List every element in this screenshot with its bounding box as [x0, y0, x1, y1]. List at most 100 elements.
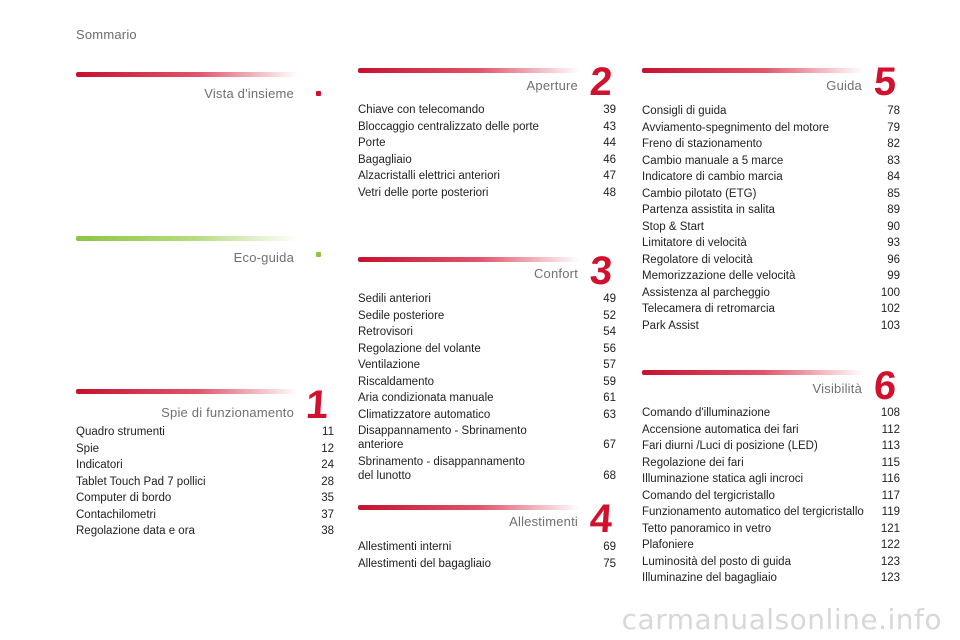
- toc-entry[interactable]: Illuminazine del bagagliaio 123: [642, 570, 900, 587]
- toc-entry-label: Climatizzatore automatico: [358, 408, 491, 421]
- toc-entry-page: 37: [321, 508, 334, 521]
- toc-entry-page: 99: [887, 270, 900, 282]
- toc-entry[interactable]: Bloccaggio centralizzato delle porte 43: [358, 119, 616, 136]
- toc-entry-page: 54: [603, 326, 616, 338]
- toc-entry[interactable]: Accensione automatica dei fari 112: [642, 422, 900, 439]
- toc-entry[interactable]: Bagagliaio 46: [358, 152, 616, 169]
- toc-entry-label: Funzionamento automatico del tergicrista…: [642, 506, 864, 518]
- section-vista-insieme: Vista d'insieme: [76, 72, 321, 112]
- section-title: Aperture: [526, 78, 578, 93]
- toc-entry-label: Regolatore di velocità: [642, 253, 753, 266]
- toc-entry-label: Riscaldamento: [358, 375, 435, 388]
- toc-entry-page: 35: [321, 492, 334, 504]
- section-marker: [316, 252, 321, 257]
- toc-entry[interactable]: Vetri delle porte posteriori 48: [358, 185, 616, 202]
- section-bar: [358, 68, 580, 73]
- toc-entry[interactable]: Retrovisori 54: [358, 324, 616, 341]
- section-bar: [76, 72, 298, 77]
- toc-entry[interactable]: Indicatori 24: [76, 457, 334, 474]
- toc-entry-label: Disappannamento - Sbrinamento anteriore: [358, 425, 527, 451]
- section-aperture: 2 Aperture Chiave con telecomando 39 Blocc…: [358, 60, 616, 208]
- toc-entry[interactable]: Tetto panoramico in vetro 121: [642, 521, 900, 538]
- toc-entry[interactable]: Computer di bordo 35: [76, 490, 334, 507]
- section-number: 4: [588, 497, 614, 541]
- toc-entry[interactable]: Illuminazione statica agli incroci 116: [642, 471, 900, 488]
- toc-entry[interactable]: Sedili anteriori 49: [358, 291, 616, 308]
- toc-entry[interactable]: Climatizzatore automatico 63: [358, 407, 616, 424]
- toc-entry-page: 100: [880, 286, 900, 299]
- toc-entry[interactable]: Stop & Start 90: [642, 219, 900, 236]
- toc-entry[interactable]: Plafoniere 122: [642, 537, 900, 554]
- section-marker: [316, 91, 321, 96]
- toc-entry-page: 108: [880, 407, 900, 419]
- toc-entry[interactable]: Regolazione dei fari 115: [642, 455, 900, 472]
- section-title: Confort: [533, 266, 578, 281]
- toc-entry[interactable]: Allestimenti interni 69: [358, 539, 616, 556]
- toc-entry-page: 67: [603, 439, 616, 451]
- toc-entry-label: Illuminazione statica agli incroci: [642, 473, 804, 485]
- section-number: 1: [304, 383, 330, 427]
- toc-entry[interactable]: Funzionamento automatico del tergicrista…: [642, 504, 900, 521]
- toc-entry-label: Bloccaggio centralizzato delle porte: [358, 120, 539, 133]
- toc-entry[interactable]: Porte 44: [358, 135, 616, 152]
- toc-entry[interactable]: Tablet Touch Pad 7 pollici 28: [76, 474, 334, 491]
- section-spie: 1 Spie di funzionamento Quadro strumenti…: [76, 383, 334, 549]
- toc-entry[interactable]: Comando del tergicristallo 117: [642, 488, 900, 505]
- toc-entry-page: 116: [881, 473, 900, 485]
- section-title: Visibilità: [812, 381, 862, 396]
- toc-entry-page: 79: [887, 121, 900, 134]
- toc-entry-page: 89: [887, 204, 900, 216]
- toc-entry[interactable]: Freno di stazionamento 82: [642, 136, 900, 153]
- toc-entry[interactable]: Partenza assistita in salita 89: [642, 202, 900, 219]
- toc-entry[interactable]: Regolazione data e ora 38: [76, 523, 334, 540]
- toc-entry[interactable]: Park Assist 103: [642, 318, 900, 335]
- toc-entry[interactable]: Telecamera di retromarcia 102: [642, 301, 900, 318]
- toc-entry[interactable]: Comando d'illuminazione 108: [642, 405, 900, 422]
- section-number: 6: [872, 364, 898, 408]
- toc-entry[interactable]: Spie 12: [76, 441, 334, 458]
- section-bar: [642, 370, 864, 375]
- toc-entry[interactable]: Sedile posteriore 52: [358, 308, 616, 325]
- section-title: Guida: [826, 78, 862, 93]
- toc-entry-page: 12: [321, 442, 334, 455]
- toc-entry-page: 83: [887, 154, 900, 167]
- toc-entry[interactable]: Indicatore di cambio marcia 84: [642, 169, 900, 186]
- toc-entry-label: Regolazione del volante: [358, 342, 481, 355]
- toc-entry[interactable]: Sbrinamento - disappannamento del lunott…: [358, 454, 616, 485]
- toc-entry[interactable]: Fari diurni /Luci di posizione (LED) 113: [642, 438, 900, 455]
- toc-entry-page: 84: [887, 171, 900, 183]
- toc-entry[interactable]: Aria condizionata manuale 61: [358, 390, 616, 407]
- toc-entry[interactable]: Allestimenti del bagagliaio 75: [358, 556, 616, 573]
- toc-entry[interactable]: Riscaldamento 59: [358, 374, 616, 391]
- toc-entry-page: 119: [881, 506, 900, 518]
- toc-entry[interactable]: Regolazione del volante 56: [358, 341, 616, 358]
- toc-entry-label: Tetto panoramico in vetro: [642, 522, 772, 535]
- toc-entry-label: Freno di stazionamento: [642, 138, 763, 150]
- toc-entry-label: Allestimenti interni: [358, 541, 452, 553]
- toc-entry[interactable]: Quadro strumenti 11: [76, 424, 334, 441]
- toc-entry[interactable]: Memorizzazione delle velocità 99: [642, 268, 900, 285]
- toc-entry[interactable]: Contachilometri 37: [76, 507, 334, 524]
- toc-entry[interactable]: Luminosità del posto di guida 123: [642, 554, 900, 571]
- toc-entry[interactable]: Consigli di guida 78: [642, 103, 900, 120]
- toc-entry[interactable]: Ventilazione 57: [358, 357, 616, 374]
- toc-entry[interactable]: Regolatore di velocità 96: [642, 252, 900, 269]
- toc-entry[interactable]: Assistenza al parcheggio 100: [642, 285, 900, 302]
- toc-entry[interactable]: Cambio manuale a 5 marce 83: [642, 153, 900, 170]
- toc-entry[interactable]: Disappannamento - Sbrinamento anteriore 6…: [358, 423, 616, 454]
- toc-entry[interactable]: Avviamento-spegnimento del motore 79: [642, 120, 900, 137]
- toc-entry-page: 59: [603, 375, 616, 388]
- section-items: Quadro strumenti 11 Spie 12 Indicatori 24 Tabl…: [76, 424, 334, 540]
- toc-entry-page: 57: [603, 359, 616, 371]
- toc-entry[interactable]: Chiave con telecomando 39: [358, 102, 616, 119]
- toc-entry-label: Consigli di guida: [642, 105, 727, 117]
- toc-entry-label: Cambio manuale a 5 marce: [642, 154, 784, 167]
- toc-entry[interactable]: Cambio pilotato (ETG) 85: [642, 186, 900, 203]
- toc-entry[interactable]: Limitatore di velocità 93: [642, 235, 900, 252]
- section-allestimenti: 4 Allestimenti Allestimenti interni 69 All…: [358, 497, 616, 575]
- toc-entry-page: 61: [603, 392, 616, 404]
- toc-entry[interactable]: Alzacristalli elettrici anteriori 47: [358, 168, 616, 185]
- toc-entry-label: Telecamera di retromarcia: [642, 303, 775, 315]
- toc-entry-page: 78: [887, 105, 900, 117]
- toc-entry-label: Accensione automatica dei fari: [642, 423, 799, 436]
